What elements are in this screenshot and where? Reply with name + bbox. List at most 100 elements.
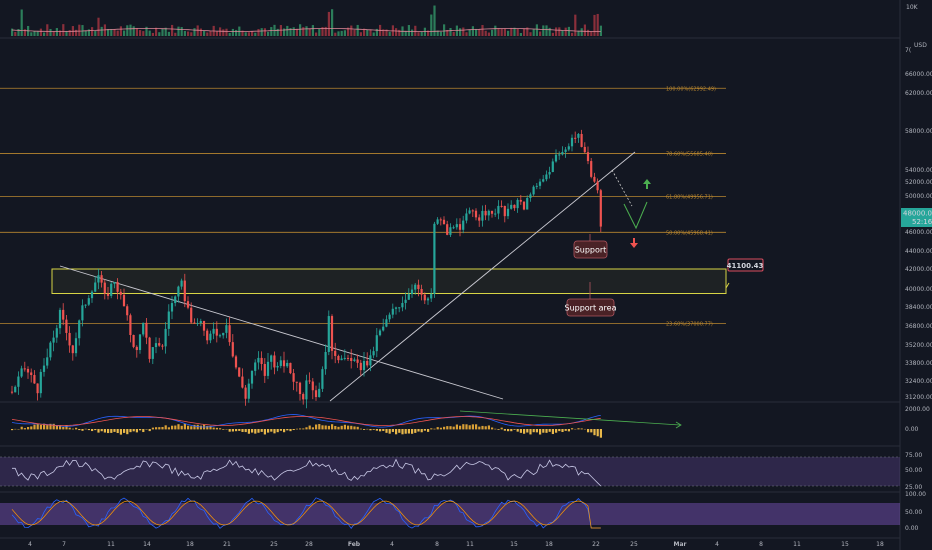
macd-histogram-bar <box>571 428 574 430</box>
candle-body <box>222 332 225 336</box>
macd-histogram-bar <box>497 429 500 430</box>
macd-histogram-bar <box>228 429 231 432</box>
candle-body <box>302 394 305 400</box>
candle-body <box>481 210 484 221</box>
volume-bar <box>347 27 350 36</box>
volume-bar <box>353 29 356 36</box>
candle-body <box>33 375 36 384</box>
candle-body <box>17 376 20 387</box>
candle-body <box>289 362 292 374</box>
macd-histogram-bar <box>452 426 455 430</box>
volume-bar <box>574 14 577 36</box>
date-tick: 8 <box>435 541 439 548</box>
volume-bar <box>187 31 190 36</box>
candle-body <box>30 372 33 376</box>
macd-histogram-bar <box>107 429 110 434</box>
candle-body <box>382 326 385 331</box>
candle-body <box>295 381 298 383</box>
candle-body <box>190 307 193 323</box>
date-tick: Mar <box>674 541 687 548</box>
support-zone-box <box>51 268 727 294</box>
macd-histogram-bar <box>231 429 234 432</box>
volume-bar <box>203 30 206 36</box>
volume-bar <box>87 29 90 36</box>
macd-histogram-bar <box>449 426 452 430</box>
candle-body <box>228 325 231 343</box>
candle-body <box>305 380 308 400</box>
volume-bar <box>507 30 510 36</box>
date-tick: 4 <box>715 541 719 548</box>
volume-bar <box>564 27 567 36</box>
volume-bar <box>30 32 33 36</box>
candle-body <box>458 224 462 230</box>
volume-bar <box>551 32 554 36</box>
macd-histogram-bar <box>423 429 426 431</box>
macd-histogram-bar <box>500 427 503 430</box>
macd-histogram-bar <box>465 424 468 430</box>
candle-body <box>145 322 148 338</box>
macd-histogram-bar <box>87 429 90 431</box>
candle-body <box>513 204 516 209</box>
volume-bar <box>494 25 497 36</box>
candle-body <box>510 204 513 209</box>
volume-bar <box>596 13 599 37</box>
volume-bar <box>199 28 202 36</box>
volume-bar <box>52 31 55 36</box>
countdown-label: 52:16 <box>912 218 932 226</box>
volume-bar <box>558 27 561 36</box>
volume-bar <box>475 28 478 36</box>
volume-bar <box>542 25 545 36</box>
macd-histogram-bar <box>116 429 119 434</box>
candle-body <box>340 358 343 361</box>
macd-histogram-bar <box>433 428 436 430</box>
volume-bar <box>465 32 468 36</box>
volume-bar <box>577 30 580 36</box>
volume-bar <box>49 29 52 36</box>
volume-bar <box>286 25 289 36</box>
candle-body <box>273 355 276 368</box>
candle-body <box>100 275 103 283</box>
date-tick: Feb <box>348 541 361 548</box>
volume-bar <box>561 30 564 36</box>
macd-histogram-bar <box>417 429 420 432</box>
volume-bar <box>283 28 286 36</box>
macd-histogram-bar <box>139 429 142 431</box>
volume-bar <box>129 24 132 36</box>
ascending-trendline <box>329 151 636 402</box>
candle-body <box>254 362 257 371</box>
macd-histogram-bar <box>49 423 52 430</box>
macd-histogram-bar <box>59 425 62 430</box>
macd-histogram-bar <box>39 424 42 430</box>
macd-histogram-bar <box>462 424 465 430</box>
macd-histogram-bar <box>81 429 84 431</box>
candle-body <box>519 199 522 202</box>
volume-bar <box>366 29 369 36</box>
macd-histogram-bar <box>555 429 558 433</box>
volume-bar <box>500 28 503 36</box>
candle-body <box>167 311 170 329</box>
candle-body <box>343 357 346 359</box>
date-tick: 11 <box>793 541 801 548</box>
stoch-band <box>0 503 900 525</box>
volume-bar <box>183 30 186 36</box>
volume-bar <box>327 11 330 37</box>
candle-body <box>247 383 250 399</box>
candle-body <box>570 137 574 147</box>
candle-body <box>276 365 279 368</box>
candle-body <box>36 383 39 394</box>
date-tick: 14 <box>143 541 151 548</box>
volume-bar <box>292 27 295 36</box>
price-tick: 38400.00 <box>905 304 932 311</box>
macd-histogram-bar <box>356 426 359 430</box>
candle-body <box>266 361 270 376</box>
macd-histogram-bar <box>443 426 446 430</box>
volume-bar <box>174 32 177 36</box>
indicator-axis-tick: 2000.00 <box>905 406 930 413</box>
macd-histogram-bar <box>516 429 519 432</box>
macd-histogram-bar <box>545 429 548 433</box>
candle-body <box>577 133 580 138</box>
candle-body <box>55 328 58 338</box>
price-tick: 54000.00 <box>905 167 932 174</box>
candle-body <box>574 137 577 139</box>
